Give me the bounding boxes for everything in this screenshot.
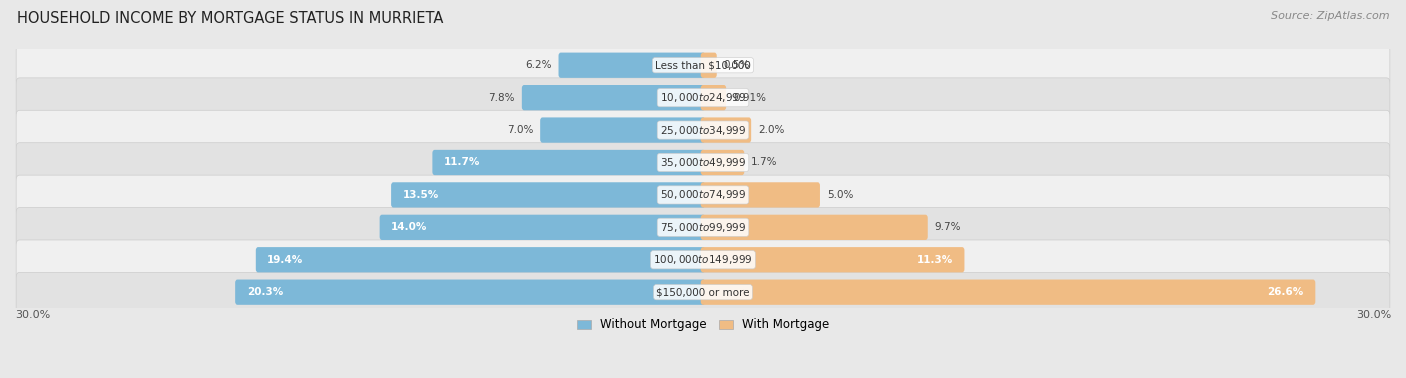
- FancyBboxPatch shape: [15, 143, 1391, 182]
- FancyBboxPatch shape: [256, 247, 706, 273]
- Text: $50,000 to $74,999: $50,000 to $74,999: [659, 188, 747, 201]
- Text: 11.7%: 11.7%: [444, 158, 481, 167]
- Text: $150,000 or more: $150,000 or more: [657, 287, 749, 297]
- Text: 30.0%: 30.0%: [1355, 310, 1391, 320]
- Text: $25,000 to $34,999: $25,000 to $34,999: [659, 124, 747, 136]
- Text: 1.7%: 1.7%: [751, 158, 778, 167]
- FancyBboxPatch shape: [700, 150, 744, 175]
- FancyBboxPatch shape: [391, 182, 706, 208]
- FancyBboxPatch shape: [235, 279, 706, 305]
- Text: HOUSEHOLD INCOME BY MORTGAGE STATUS IN MURRIETA: HOUSEHOLD INCOME BY MORTGAGE STATUS IN M…: [17, 11, 443, 26]
- Text: 0.91%: 0.91%: [733, 93, 766, 103]
- FancyBboxPatch shape: [700, 215, 928, 240]
- FancyBboxPatch shape: [15, 45, 1391, 85]
- FancyBboxPatch shape: [700, 182, 820, 208]
- Text: 20.3%: 20.3%: [246, 287, 283, 297]
- Text: 7.0%: 7.0%: [508, 125, 533, 135]
- FancyBboxPatch shape: [540, 118, 706, 143]
- FancyBboxPatch shape: [433, 150, 706, 175]
- FancyBboxPatch shape: [700, 53, 717, 78]
- Text: Less than $10,000: Less than $10,000: [655, 60, 751, 70]
- FancyBboxPatch shape: [700, 279, 1316, 305]
- FancyBboxPatch shape: [700, 247, 965, 273]
- Text: Source: ZipAtlas.com: Source: ZipAtlas.com: [1271, 11, 1389, 21]
- Text: 9.7%: 9.7%: [935, 222, 962, 232]
- Text: 2.0%: 2.0%: [758, 125, 785, 135]
- Text: 19.4%: 19.4%: [267, 255, 304, 265]
- FancyBboxPatch shape: [380, 215, 706, 240]
- FancyBboxPatch shape: [15, 78, 1391, 118]
- Text: 13.5%: 13.5%: [402, 190, 439, 200]
- Legend: Without Mortgage, With Mortgage: Without Mortgage, With Mortgage: [572, 314, 834, 336]
- FancyBboxPatch shape: [700, 85, 725, 110]
- Text: 11.3%: 11.3%: [917, 255, 953, 265]
- FancyBboxPatch shape: [15, 273, 1391, 312]
- Text: 0.5%: 0.5%: [724, 60, 749, 70]
- Text: 30.0%: 30.0%: [15, 310, 51, 320]
- FancyBboxPatch shape: [700, 118, 751, 143]
- FancyBboxPatch shape: [558, 53, 706, 78]
- Text: $75,000 to $99,999: $75,000 to $99,999: [659, 221, 747, 234]
- Text: 6.2%: 6.2%: [524, 60, 551, 70]
- Text: 14.0%: 14.0%: [391, 222, 427, 232]
- Text: 26.6%: 26.6%: [1268, 287, 1303, 297]
- Text: $35,000 to $49,999: $35,000 to $49,999: [659, 156, 747, 169]
- Text: 7.8%: 7.8%: [488, 93, 515, 103]
- FancyBboxPatch shape: [522, 85, 706, 110]
- FancyBboxPatch shape: [15, 175, 1391, 215]
- Text: $10,000 to $24,999: $10,000 to $24,999: [659, 91, 747, 104]
- FancyBboxPatch shape: [15, 110, 1391, 150]
- Text: 5.0%: 5.0%: [827, 190, 853, 200]
- Text: $100,000 to $149,999: $100,000 to $149,999: [654, 253, 752, 266]
- FancyBboxPatch shape: [15, 240, 1391, 279]
- FancyBboxPatch shape: [15, 208, 1391, 247]
